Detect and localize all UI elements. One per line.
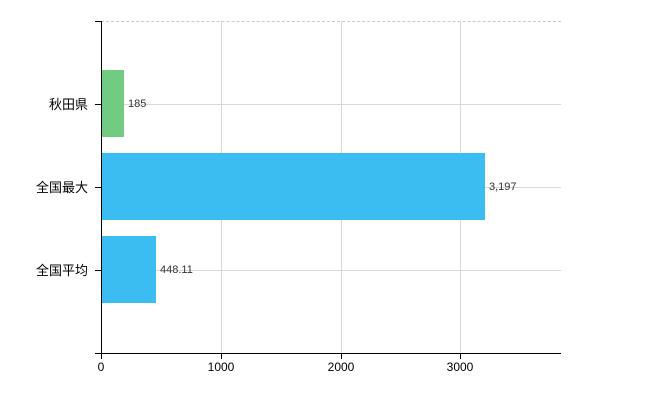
x-axis-tick: [460, 354, 461, 359]
y-axis-tick: [95, 104, 101, 105]
x-axis-line: [95, 353, 561, 354]
x-axis-tick: [341, 354, 342, 359]
x-tick-label: 1000: [207, 360, 235, 374]
y-axis-line: [101, 21, 102, 353]
category-label: 全国平均: [35, 263, 88, 278]
y-axis-top-tick: [95, 21, 101, 22]
bar-1: [102, 70, 124, 137]
y-axis-tick: [95, 270, 101, 271]
category-label: 全国最大: [35, 180, 88, 195]
value-label: 185: [128, 98, 147, 110]
plot-top-border: [101, 21, 561, 22]
category-label: 秋田県: [48, 97, 88, 112]
value-label: 448.11: [160, 264, 193, 276]
bar-2: [102, 153, 485, 220]
x-tick-label: 2000: [327, 360, 355, 374]
x-tick-label: 3000: [446, 360, 474, 374]
bar-3: [102, 236, 156, 303]
x-tick-label: 0: [97, 360, 105, 374]
y-axis-tick: [95, 187, 101, 188]
horizontal-gridline: [102, 270, 561, 271]
horizontal-gridline: [102, 104, 561, 105]
x-axis-tick: [221, 354, 222, 359]
x-axis-tick: [101, 354, 102, 359]
value-label: 3,197: [489, 181, 517, 193]
